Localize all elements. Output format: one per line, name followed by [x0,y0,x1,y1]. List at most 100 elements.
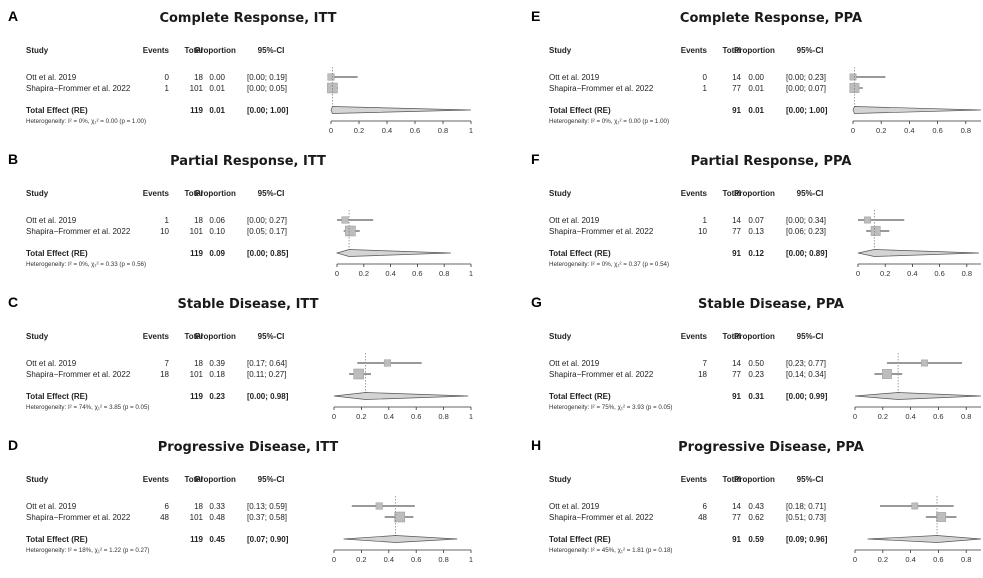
study-name: Ott et al. 2019 [26,502,77,511]
x-axis-tick-label: 0.2 [878,555,888,564]
header-events: Events [681,332,708,341]
header-ci: 95%-CI [797,475,824,484]
header-total: Total [184,46,203,55]
x-axis-tick-label: 0 [332,555,336,564]
x-axis-tick-label: 0.8 [438,412,448,421]
header-total: Total [184,189,203,198]
study-name: Ott et al. 2019 [549,502,600,511]
point-estimate-square [911,502,919,510]
panel-e: E Complete Response, PPA Study Events TotalP… [531,8,982,135]
study-events: 6 [165,502,170,511]
total-proportion: 0.23 [209,392,225,401]
panel-letter: G [531,294,542,310]
panel-letter: D [8,437,18,453]
total-n: 119 [190,535,203,544]
study-events: 1 [703,216,708,225]
study-name: Shapira−Frommer et al. 2022 [26,370,131,379]
header-total: Total [722,475,741,484]
x-axis-tick-label: 0 [329,126,333,135]
total-proportion: 0.09 [209,249,225,258]
x-axis-tick-label: 1 [469,269,473,278]
total-proportion: 0.45 [209,535,225,544]
study-total: 77 [732,227,741,236]
study-name: Shapira−Frommer et al. 2022 [549,227,654,236]
x-axis-tick-label: 0 [853,412,857,421]
header-ci: 95%-CI [797,189,824,198]
study-total: 14 [732,73,741,82]
point-estimate-square [375,502,383,510]
study-row: Shapira−Frommer et al. 2022 1 101 0.01 [0.00… [26,82,338,94]
header-events: Events [143,332,170,341]
study-events: 10 [698,227,707,236]
study-name: Ott et al. 2019 [549,359,600,368]
panel-title: Stable Disease, ITT [178,297,319,312]
point-estimate-square [345,225,356,237]
panel-c: C Stable Disease, ITT Study Events TotalProp… [8,294,473,421]
panel-title: Stable Disease, PPA [698,297,844,312]
heterogeneity-text: Heterogeneity: I² = 74%, χ₁² = 3.85 (p =… [26,404,149,411]
panel-title: Complete Response, PPA [680,11,862,26]
total-n: 119 [190,249,203,258]
point-estimate-square [882,369,892,379]
study-proportion: 0.00 [209,73,225,82]
study-ci: [0.00; 0.27] [247,216,287,225]
study-events: 0 [703,73,708,82]
summary-diamond [335,249,451,257]
x-axis-tick-label: 1 [469,555,473,564]
study-total: 77 [732,513,741,522]
summary-diamond [330,106,472,114]
study-ci: [0.23; 0.77] [786,359,826,368]
study-proportion: 0.13 [748,227,764,236]
study-row: Shapira−Frommer et al. 2022 48 101 0.48 [0.3… [26,511,414,523]
x-axis-tick-label: 0.6 [932,126,942,135]
study-ci: [0.00; 0.05] [247,84,287,93]
total-label: Total Effect (RE) [26,249,88,258]
study-proportion: 0.43 [748,502,764,511]
x-axis-tick-label: 0.4 [384,555,394,564]
header-total: Total [722,332,741,341]
x-axis-tick-label: 0.8 [961,126,971,135]
panel-f: F Partial Response, PPA Study Events TotalPr… [531,151,981,278]
total-label: Total Effect (RE) [549,535,611,544]
summary-diamond [857,249,980,257]
study-ci: [0.05; 0.17] [247,227,287,236]
point-estimate-square [864,216,871,224]
x-axis-tick-label: 0.8 [961,412,971,421]
heterogeneity-text: Heterogeneity: I² = 18%, χ₁² = 1.22 (p =… [26,547,149,554]
study-total: 18 [194,73,203,82]
total-n: 91 [732,106,741,115]
header-events: Events [681,475,708,484]
point-estimate-square [383,359,391,367]
study-proportion: 0.01 [748,84,764,93]
header-study: Study [26,189,49,198]
study-events: 0 [165,73,170,82]
study-proportion: 0.23 [748,370,764,379]
x-axis-tick-label: 0.8 [961,555,971,564]
x-axis-tick-label: 0.4 [384,412,394,421]
header-study: Study [26,475,49,484]
study-proportion: 0.10 [209,227,225,236]
x-axis-tick-label: 0.2 [880,269,890,278]
study-name: Shapira−Frommer et al. 2022 [549,513,654,522]
study-name: Shapira−Frommer et al. 2022 [549,370,654,379]
point-estimate-square [936,512,947,522]
header-proportion: Proportion [195,475,236,484]
header-proportion: Proportion [195,332,236,341]
header-ci: 95%-CI [258,46,285,55]
study-proportion: 0.50 [748,359,764,368]
x-axis-tick-label: 0.4 [905,555,915,564]
study-ci: [0.00; 0.07] [786,84,826,93]
total-ci: [0.00; 1.00] [247,106,289,115]
total-label: Total Effect (RE) [549,106,611,115]
study-total: 14 [732,359,741,368]
x-axis-tick-label: 0.8 [962,269,972,278]
x-axis-tick-label: 0 [851,126,855,135]
study-row: Ott et al. 2019 6 18 0.33 [0.13; 0.59] [26,502,415,511]
study-total: 101 [190,513,204,522]
x-axis-tick-label: 0.6 [412,269,422,278]
header-ci: 95%-CI [797,46,824,55]
panel-letter: F [531,151,540,167]
study-ci: [0.51; 0.73] [786,513,826,522]
x-axis-tick-label: 1 [469,126,473,135]
